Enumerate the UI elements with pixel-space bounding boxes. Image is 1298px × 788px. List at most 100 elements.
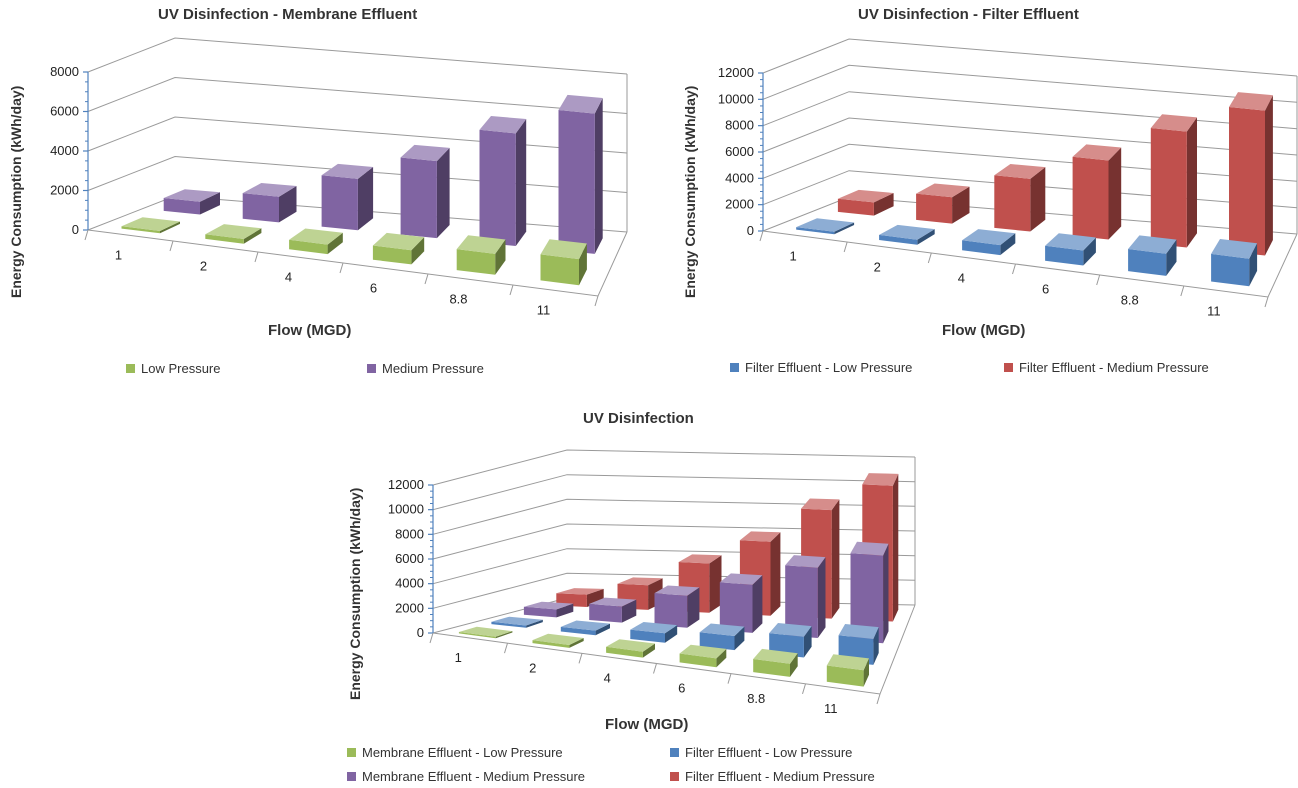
x-axis-label: Flow (MGD) [605, 716, 689, 733]
bar-top [837, 189, 894, 203]
bar [838, 624, 879, 665]
bar-top [372, 232, 425, 251]
y-axis: 0 2000 4000 6000 8000 10000 12000 [388, 477, 434, 640]
bars [458, 473, 899, 687]
bar-top [163, 189, 220, 202]
y-tick-label: 12000 [388, 477, 424, 492]
bar-front [560, 626, 596, 636]
x-axis-label: Flow (MGD) [942, 322, 1026, 339]
bar-front [121, 226, 160, 234]
bar-top [826, 654, 869, 671]
chart-title: UV Disinfection [583, 410, 694, 427]
y-tick-label: 10000 [718, 91, 754, 106]
bar-top [838, 624, 879, 639]
chart-filter-effluent: UV Disinfection - Filter Effluent Energy… [660, 0, 1298, 385]
bar-top [678, 554, 722, 564]
bar-top [606, 639, 655, 652]
bar [491, 616, 543, 628]
bar-top [1128, 235, 1177, 254]
legend-swatch [670, 772, 679, 781]
bar [242, 183, 297, 223]
bar-top [654, 585, 700, 596]
bar-top [879, 224, 935, 240]
bar-side [1249, 243, 1258, 287]
bar-top [400, 144, 450, 162]
x-tick [1180, 285, 1185, 297]
bar-side [526, 619, 543, 628]
bar-front [699, 632, 735, 651]
bar-side [594, 98, 603, 254]
bar-top [456, 235, 506, 254]
x-tick-label: 2 [200, 259, 207, 274]
bar-top [556, 588, 604, 595]
gridline [762, 170, 1298, 209]
bar [1045, 233, 1096, 266]
bar [321, 163, 374, 231]
bar [400, 144, 450, 239]
bar-side [1265, 95, 1273, 256]
bar-front [321, 175, 358, 231]
y-tick-label: 4000 [50, 143, 79, 158]
bar-side [1030, 167, 1046, 232]
legend-item-membrane-low-pressure: Membrane Effluent - Low Pressure [347, 745, 563, 760]
bar [916, 183, 970, 224]
bar-top [479, 116, 527, 134]
bar-side [642, 643, 655, 658]
x-tick [254, 251, 259, 263]
bar-top [523, 601, 574, 610]
bar-side [883, 543, 889, 644]
bar-front [785, 565, 818, 638]
x-tick [509, 284, 514, 296]
bar-front [916, 193, 953, 224]
bar-side [495, 239, 506, 275]
bar-top [994, 164, 1046, 179]
bar-side [834, 222, 855, 235]
bar [589, 597, 637, 623]
bar-top [289, 228, 343, 245]
bar-front [1229, 107, 1265, 256]
chart-uv-disinfection-combined: UV Disinfection Energy Consumption (kWh/… [325, 400, 965, 788]
bar-front [1150, 128, 1187, 248]
bars [121, 94, 603, 286]
bar-top [699, 623, 745, 636]
y-tick-label: 8000 [50, 64, 79, 79]
x-tick [1096, 274, 1101, 286]
gridline [87, 116, 628, 154]
x-tick-label: 1 [455, 650, 462, 665]
x-tick [169, 240, 174, 252]
chart-membrane-effluent: UV Disinfection - Membrane Effluent Ener… [0, 0, 640, 385]
bar-top [1150, 114, 1197, 132]
bar-front [654, 593, 688, 628]
bar-front [962, 240, 1001, 256]
bar-front [879, 234, 918, 245]
bars [796, 92, 1273, 287]
bar-side [665, 625, 678, 643]
bar-top [916, 183, 970, 198]
gridline [87, 76, 628, 114]
y-tick-label: 2000 [395, 600, 424, 615]
bar [1150, 114, 1197, 248]
legend-swatch [347, 748, 356, 757]
plot-area: 0 2000 4000 6000 8000 10000 12000 1 2 4 6 8.8 11 [388, 449, 916, 716]
x-tick-label: 11 [824, 701, 838, 716]
legend-item-membrane-medium-pressure: Membrane Effluent - Medium Pressure [347, 769, 585, 784]
bar [458, 626, 513, 639]
bar [606, 639, 655, 658]
bar [796, 218, 855, 235]
bar [1072, 144, 1122, 240]
bar-side [952, 186, 970, 224]
plot-area: 0 2000 4000 6000 8000 10000 12000 1 2 4 6 8.8 11 [718, 38, 1298, 319]
y-tick-label: 4000 [725, 170, 754, 185]
x-tick [843, 241, 848, 253]
x-tick [504, 643, 508, 654]
bar-top [753, 648, 798, 664]
bar [785, 555, 826, 638]
bar [456, 235, 506, 275]
bar-side [1108, 147, 1122, 240]
bar-front [630, 629, 665, 643]
bar-front [558, 110, 595, 254]
gridline [762, 64, 1298, 103]
bar-side [863, 658, 869, 687]
x-tick [927, 252, 932, 264]
bar-front [753, 659, 790, 677]
